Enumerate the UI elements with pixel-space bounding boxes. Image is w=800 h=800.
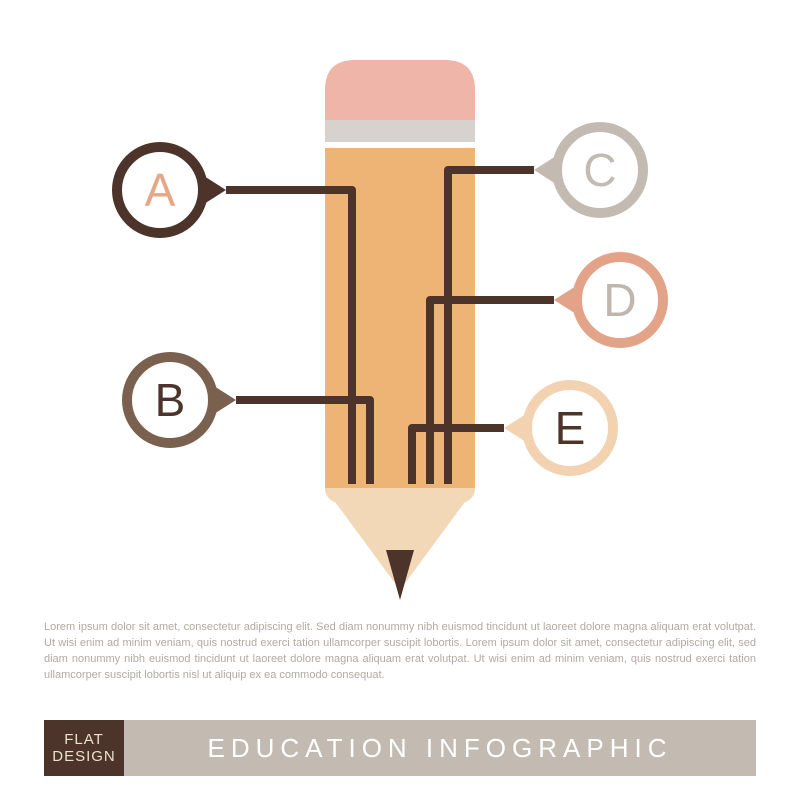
node-B: B	[122, 352, 218, 448]
badge-line1: FLAT	[64, 731, 104, 748]
node-D-pointer	[554, 286, 576, 314]
lorem-text: Lorem ipsum dolor sit amet, consectetur …	[44, 620, 756, 684]
node-A: A	[112, 142, 208, 238]
node-A-pointer	[204, 176, 226, 204]
footer-badge: FLAT DESIGN	[44, 720, 124, 776]
node-B-pointer	[214, 386, 236, 414]
node-D: D	[572, 252, 668, 348]
node-C-pointer	[534, 156, 556, 184]
node-E: E	[522, 380, 618, 476]
badge-line2: DESIGN	[52, 748, 116, 765]
node-E-pointer	[504, 414, 526, 442]
footer: FLAT DESIGN EDUCATION INFOGRAPHIC	[44, 720, 756, 776]
node-C: C	[552, 122, 648, 218]
footer-title: EDUCATION INFOGRAPHIC	[124, 720, 756, 776]
